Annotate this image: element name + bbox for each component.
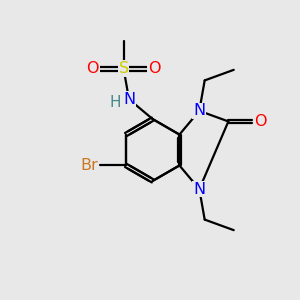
Text: O: O	[148, 61, 161, 76]
Text: S: S	[118, 61, 129, 76]
Text: O: O	[86, 61, 99, 76]
Text: Br: Br	[80, 158, 98, 173]
Text: N: N	[123, 92, 135, 107]
Text: H: H	[110, 95, 122, 110]
Text: O: O	[254, 114, 267, 129]
Text: N: N	[193, 103, 206, 118]
Text: N: N	[193, 182, 206, 196]
